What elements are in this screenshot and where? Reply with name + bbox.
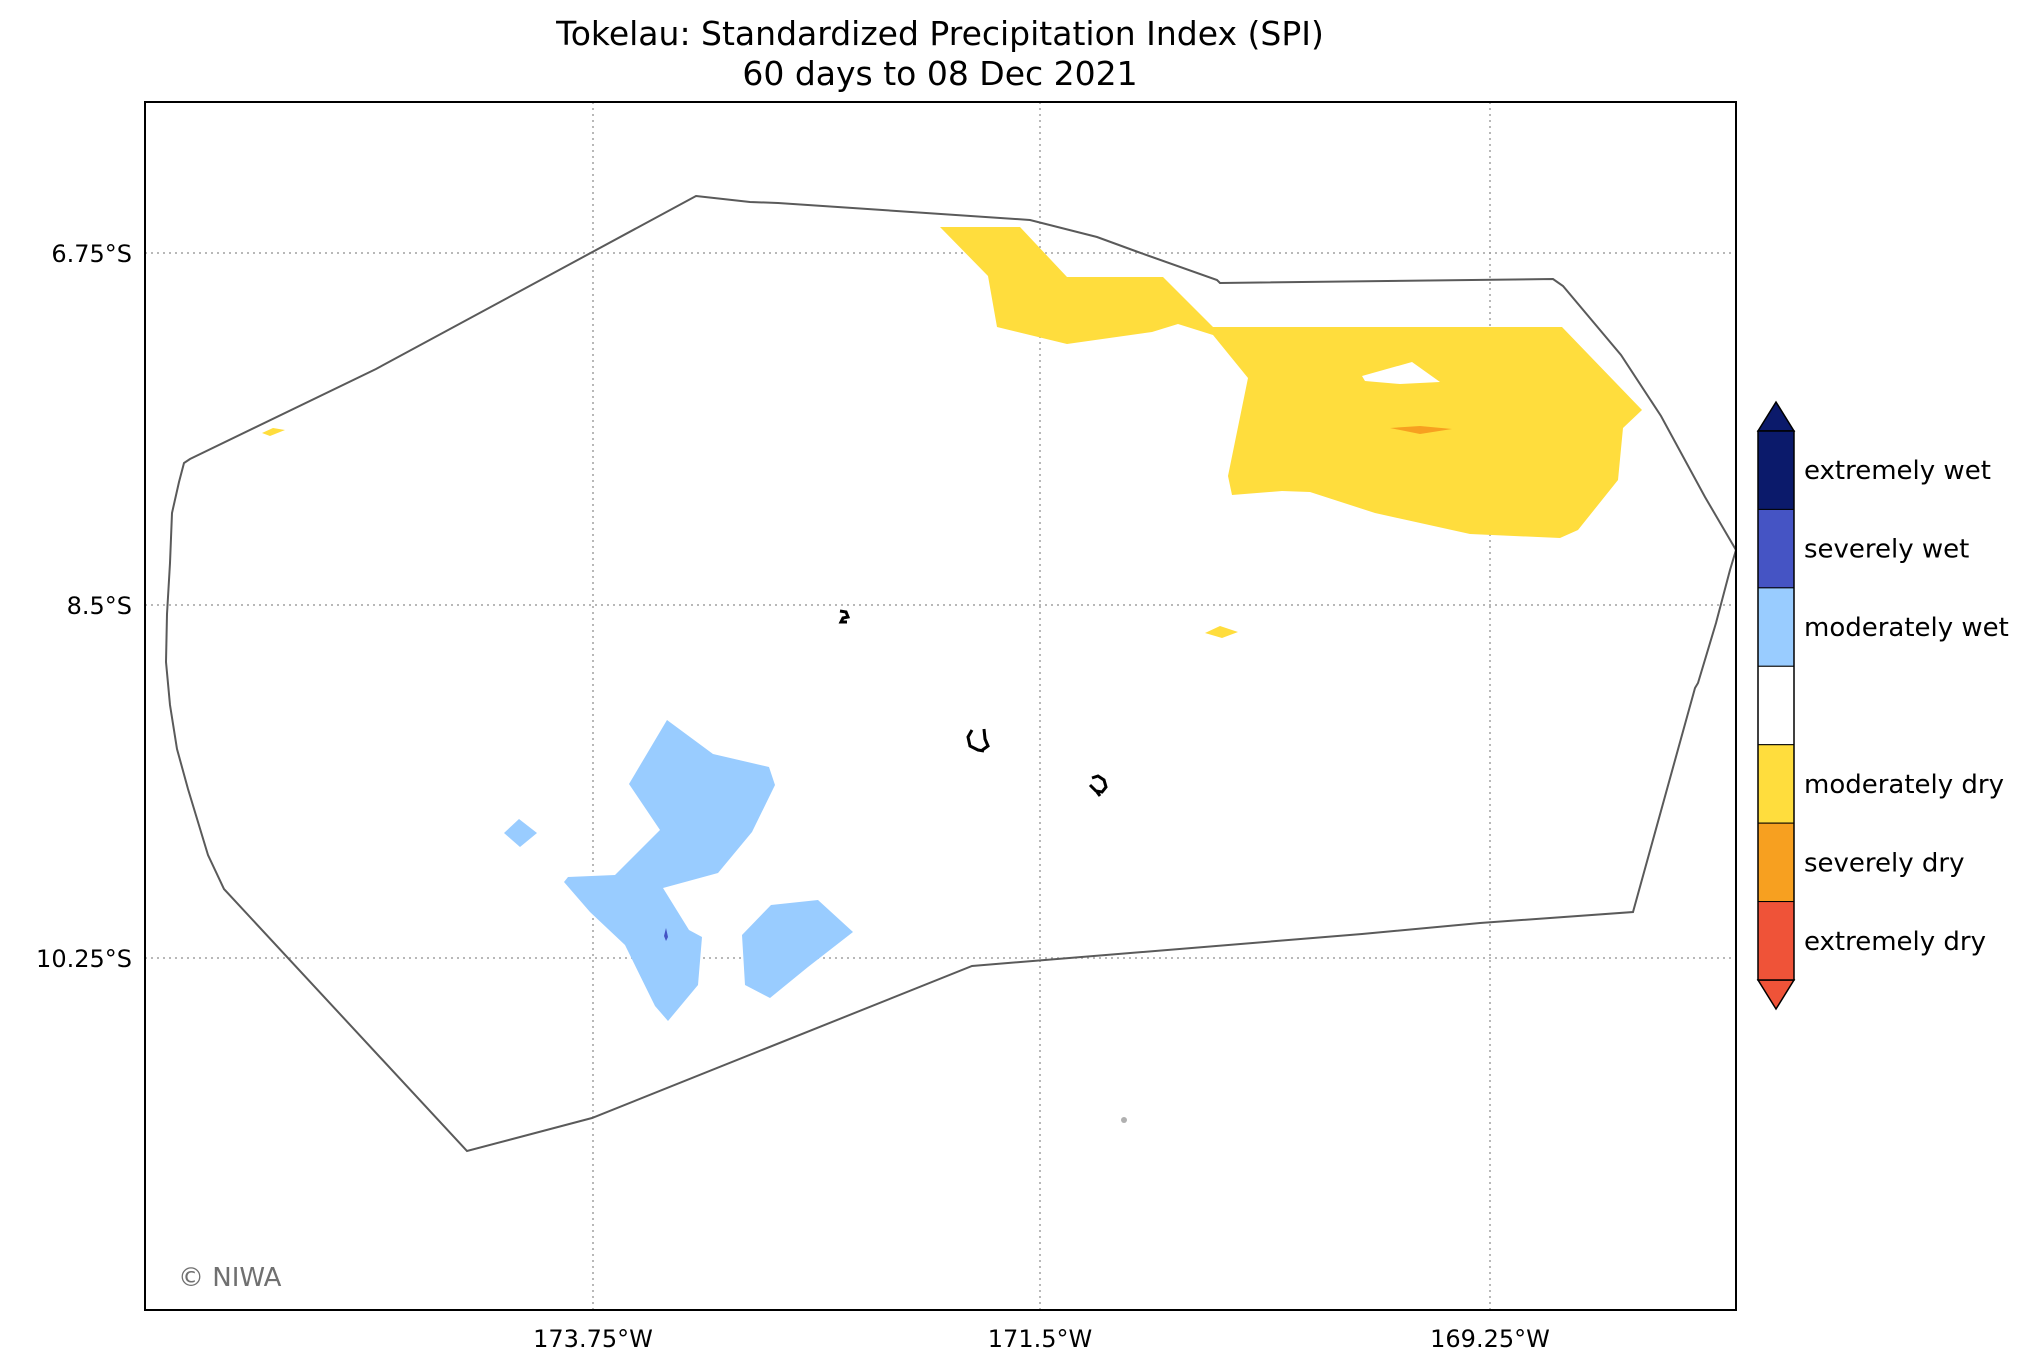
colorbar-swatch (1757, 744, 1795, 824)
colorbar-label: extremely dry (1804, 927, 1986, 957)
colorbar-label: moderately dry (1804, 770, 2004, 800)
colorbar-swatch (1757, 822, 1795, 903)
colorbar-swatch (1757, 430, 1795, 510)
swains-island-dot (1121, 1117, 1127, 1123)
moderately-dry-area-northeast (940, 227, 1642, 538)
atolls (838, 609, 1108, 797)
moderately-wet-area-small-west (504, 819, 537, 847)
colorbar-swatch (1757, 665, 1795, 746)
colorbar-top-arrow (1756, 400, 1796, 432)
colorbar-label: extremely wet (1804, 456, 1991, 486)
colorbar-bottom-arrow (1756, 979, 1796, 1011)
plot-frame (144, 101, 1737, 1311)
moderately-wet-area-main (564, 720, 775, 1021)
colorbar-outline (1757, 430, 1795, 981)
x-tick-label: 173.75°W (533, 1325, 653, 1353)
eez-boundary (164, 194, 1738, 1153)
wet-areas (504, 720, 853, 1021)
colorbar-swatch (1757, 587, 1795, 667)
credit-text: © NIWA (178, 1263, 282, 1293)
y-tick-label: 8.5°S (67, 592, 132, 620)
moderately-dry-patch-west (262, 428, 285, 436)
x-axis: 173.75°W 171.5°W 169.25°W (533, 1325, 1550, 1353)
colorbar-swatch (1757, 508, 1795, 589)
colorbar-label: severely wet (1804, 535, 1969, 565)
colorbar-label: moderately wet (1804, 613, 2009, 643)
y-axis: 6.75°S 8.5°S 10.25°S (36, 240, 132, 973)
chart-title: Tokelau: Standardized Precipitation Inde… (556, 14, 1324, 53)
chart-subtitle: 60 days to 08 Dec 2021 (742, 54, 1138, 93)
atoll-fakaofo-icon (1088, 774, 1108, 797)
y-tick-label: 10.25°S (36, 945, 132, 973)
x-tick-label: 169.25°W (1430, 1325, 1550, 1353)
y-tick-label: 6.75°S (51, 240, 132, 268)
moderately-dry-area-hole (1362, 362, 1440, 384)
dry-areas (262, 227, 1642, 638)
severely-dry-spot (1390, 426, 1452, 434)
x-tick-label: 171.5°W (988, 1325, 1092, 1353)
atoll-nukunonu-icon (966, 728, 990, 753)
colorbar-swatch (1757, 901, 1795, 981)
moderately-dry-patch-center (1205, 626, 1238, 638)
colorbar-label: severely dry (1804, 848, 1965, 878)
moderately-wet-area-southeast (742, 900, 853, 998)
gridlines (145, 102, 1736, 1310)
severely-wet-spot (664, 928, 668, 941)
colorbar-legend: extremely wet severely wet moderately wet m… (1756, 400, 2009, 1011)
atoll-atafu-icon (838, 609, 851, 624)
